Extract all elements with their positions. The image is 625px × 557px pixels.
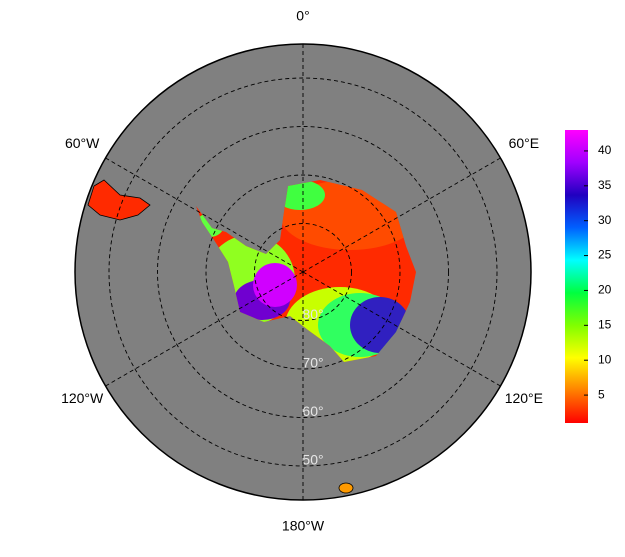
meridian-label: 60°E	[509, 135, 540, 151]
parallel-label: 80°	[302, 306, 323, 322]
colorbar-tick-label: 20	[598, 283, 612, 297]
parallel	[254, 223, 352, 321]
meridian-label: 60°W	[65, 135, 100, 151]
colorbar-tick-label: 30	[598, 213, 612, 227]
meridian	[105, 271, 304, 387]
parallel	[157, 126, 449, 418]
meridian	[302, 157, 501, 273]
colorbar-tick-label: 15	[598, 318, 612, 332]
meridian	[105, 157, 304, 273]
meridian-label: 120°E	[505, 390, 543, 406]
colorbar-tick-label: 5	[598, 387, 605, 401]
colorbar-tick-label: 10	[598, 352, 612, 366]
colorbar-tick-label: 35	[598, 178, 612, 192]
parallel	[205, 174, 401, 370]
south-america-tip	[87, 179, 151, 221]
meridian-label: 0°	[296, 8, 309, 24]
meridian	[302, 271, 501, 387]
parallel	[108, 77, 498, 467]
colorbar-tick-label: 25	[598, 248, 612, 262]
parallel-label: 70°	[302, 355, 323, 371]
meridian-label: 120°W	[61, 390, 104, 406]
colorbar-ramp	[565, 130, 588, 423]
graticule: 80° 70° 60° 50° 0° 60°E 120°E 180°W 120°W 60°W	[61, 8, 543, 534]
meridian-label: 180°W	[282, 518, 325, 534]
colorbar: 5 10 15 20 25 30 35 40	[565, 130, 612, 423]
parallel-label: 60°	[302, 403, 323, 419]
parallel-label: 50°	[302, 452, 323, 468]
island	[338, 482, 354, 494]
colorbar-tick-label: 40	[598, 143, 612, 157]
